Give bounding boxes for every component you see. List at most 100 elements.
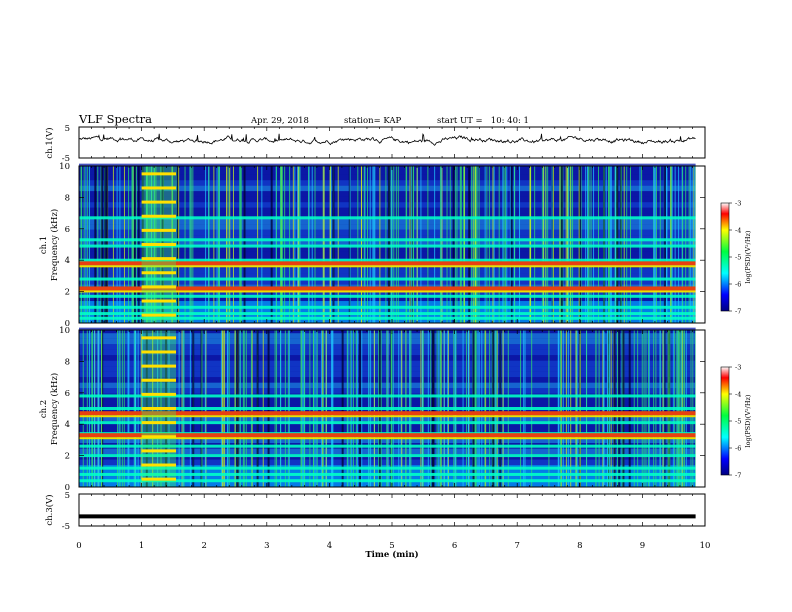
spectrum-texture-row — [79, 207, 696, 214]
burst-harmonic — [141, 228, 177, 232]
frequency-tick-label: 0 — [65, 319, 70, 329]
time-axis-tick-label: 5 — [389, 541, 394, 551]
ch3-wave-ticks — [78, 494, 706, 526]
spectrum-texture-row — [79, 459, 696, 466]
spectrum-texture-row — [79, 301, 696, 307]
ch2-spec-ylabel-frequency: Frequency (kHz) — [49, 373, 60, 445]
time-axis-tick-label: 7 — [514, 541, 519, 551]
spectrum-texture-row — [79, 213, 696, 219]
strong-frequency-band — [79, 411, 696, 416]
ch3-wave-ylabel: ch.3(V) — [44, 494, 55, 525]
frequency-band — [79, 454, 696, 458]
frequency-tick-label: 0 — [65, 483, 70, 493]
ch1-wave-ticks — [78, 127, 706, 158]
burst-harmonic — [141, 243, 177, 246]
spectrum-texture-row — [79, 279, 696, 285]
frequency-band — [79, 421, 696, 425]
no-data-strip — [695, 330, 705, 487]
burst-harmonic — [141, 407, 177, 410]
spectrum-texture-row — [79, 333, 696, 339]
strong-frequency-band — [79, 433, 696, 438]
ch1-colorbar-ticks: -3 -4 -5 -6 -7 — [729, 200, 741, 316]
ch2-colorbar-ticks: -3 -4 -5 -6 -7 — [729, 364, 741, 480]
time-axis-tick-label: 1 — [139, 541, 144, 551]
colorbar-tick-label: -6 — [735, 281, 741, 289]
burst-harmonic — [141, 392, 177, 396]
frequency-band — [79, 394, 696, 398]
ch2-spectrogram-image — [79, 327, 705, 487]
ch2-colorbar-label: log(PSD)(V²/Hz) — [744, 394, 752, 447]
spectrum-texture-row — [79, 481, 696, 487]
spectrum-texture-row — [79, 185, 696, 192]
burst-harmonic — [141, 200, 177, 204]
time-axis-tick-label: 4 — [327, 541, 332, 551]
colorbar-tick-label: -4 — [735, 391, 741, 399]
burst-harmonic — [141, 271, 177, 275]
burst-harmonic — [141, 172, 177, 176]
spectrum-texture-row — [79, 360, 696, 367]
date-label: Apr. 29, 2018 — [250, 116, 309, 126]
frequency-band — [79, 312, 696, 316]
spectrum-texture-row — [79, 399, 696, 405]
colorbar-tick-label: -3 — [735, 364, 741, 372]
frequency-band — [79, 444, 696, 448]
time-axis-tick-label: 6 — [452, 541, 457, 551]
spectrum-texture-row — [79, 191, 696, 197]
burst-harmonic — [141, 463, 177, 467]
station-label: station= KAP — [344, 116, 402, 126]
burst-harmonic — [141, 435, 177, 439]
spectrum-texture-row — [79, 268, 696, 274]
spectrum-texture-row — [79, 224, 696, 230]
spectrum-texture-row — [79, 202, 696, 208]
frequency-band — [79, 238, 696, 242]
frequency-tick-label: 4 — [65, 256, 70, 266]
strong-frequency-band — [79, 261, 696, 266]
colorbar-tick-label: -4 — [735, 227, 741, 235]
ch2-spec-xticks — [78, 330, 706, 487]
ch1-colorbar: -3 -4 -5 -6 -7 log(PSD)(V²/Hz) — [720, 200, 752, 316]
burst-harmonic — [141, 313, 177, 317]
frequency-tick-label: 10 — [59, 326, 70, 336]
ch1-spec-yticks: 0 2 4 6 8 10 — [59, 162, 705, 329]
burst-harmonic — [141, 378, 177, 382]
start-time-label: start UT = 10: 40: 1 — [437, 116, 529, 126]
spectrum-texture-row — [79, 448, 696, 455]
frequency-tick-label: 10 — [59, 162, 70, 172]
burst-harmonic — [141, 285, 177, 289]
spectrum-texture-row — [79, 382, 696, 389]
strong-frequency-band — [79, 286, 696, 291]
spectrum-texture-row — [79, 371, 696, 378]
spectrum-texture-row — [79, 235, 696, 241]
ch3-waveform-frame — [78, 493, 706, 527]
time-axis-tick-label: 8 — [577, 541, 582, 551]
burst-harmonic — [141, 257, 177, 261]
time-axis-label: Time (min) — [365, 549, 418, 560]
ch1-waveform-frame — [78, 126, 706, 159]
ch1-colorbar-gradient — [720, 202, 730, 312]
spectrum-texture-row — [79, 437, 696, 444]
frequency-band — [79, 258, 696, 262]
spectrum-texture-row — [79, 240, 696, 247]
spectrum-texture-row — [79, 180, 696, 186]
spectrum-texture-row — [79, 229, 696, 236]
spectrum-texture-row — [79, 218, 696, 225]
ch1-wave-ylabel: ch.1(V) — [44, 127, 55, 158]
spectrum-texture-row — [79, 349, 696, 356]
spectrum-texture-row — [79, 246, 696, 252]
spectrum-texture-row — [79, 196, 696, 203]
frequency-tick-label: 4 — [65, 420, 70, 430]
spectrum-texture-row — [79, 355, 696, 361]
spectrum-texture-row — [79, 295, 696, 302]
frequency-tick-label: 8 — [65, 357, 70, 367]
ch1-waveform-panel: ch.1(V) 5 -5 — [44, 124, 706, 164]
burst-harmonic — [141, 449, 177, 453]
frequency-band — [79, 407, 696, 410]
colorbar-tick-label: -3 — [735, 200, 741, 208]
figure-title: VLF Spectra — [78, 112, 152, 126]
frequency-band — [79, 216, 696, 220]
time-axis-tick-label: 2 — [201, 541, 206, 551]
colorbar-tick-label: -7 — [735, 472, 741, 480]
frequency-band — [79, 305, 696, 309]
ch1-colorbar-label: log(PSD)(V²/Hz) — [744, 230, 752, 283]
colorbar-tick-label: -5 — [735, 254, 741, 262]
